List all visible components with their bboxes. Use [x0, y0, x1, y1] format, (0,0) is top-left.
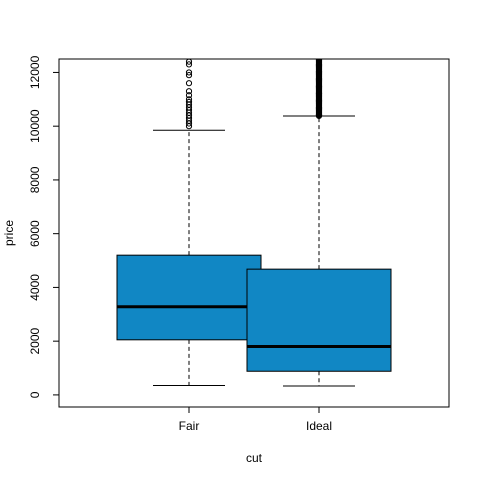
- y-tick-label: 0: [28, 391, 42, 398]
- outlier-point: [185, 69, 193, 76]
- x-axis: Fair Ideal: [179, 406, 332, 433]
- x-tick-label: Fair: [179, 419, 200, 433]
- y-tick-label: 4000: [28, 274, 42, 301]
- iqr-box: [246, 268, 392, 372]
- outlier-point: [185, 92, 193, 99]
- outlier-point: [185, 96, 193, 103]
- y-tick-label: 10000: [28, 109, 42, 143]
- boxes-layer: [116, 59, 392, 387]
- x-tick-label: Ideal: [306, 419, 332, 433]
- y-axis: 0 2000 4000 6000 8000 10000 12000: [28, 55, 60, 398]
- outlier-point: [185, 88, 193, 95]
- box-fair: [116, 59, 262, 387]
- outliers-fair: [185, 59, 193, 130]
- box-ideal: [246, 59, 392, 387]
- y-tick-label: 12000: [28, 55, 42, 89]
- outlier-point: [185, 80, 193, 87]
- outlier-point: [185, 72, 193, 79]
- outlier-point: [185, 61, 193, 68]
- outlier-point: [185, 98, 193, 106]
- y-tick-label: 8000: [28, 166, 42, 193]
- y-tick-label: 6000: [28, 220, 42, 247]
- y-tick-label: 2000: [28, 327, 42, 354]
- y-axis-title: price: [2, 220, 16, 246]
- outliers-ideal: [315, 59, 323, 120]
- iqr-box: [116, 254, 262, 341]
- x-axis-title: cut: [246, 451, 263, 465]
